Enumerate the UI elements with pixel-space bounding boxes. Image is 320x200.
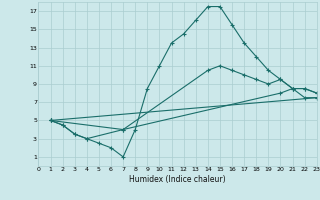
X-axis label: Humidex (Indice chaleur): Humidex (Indice chaleur): [129, 175, 226, 184]
